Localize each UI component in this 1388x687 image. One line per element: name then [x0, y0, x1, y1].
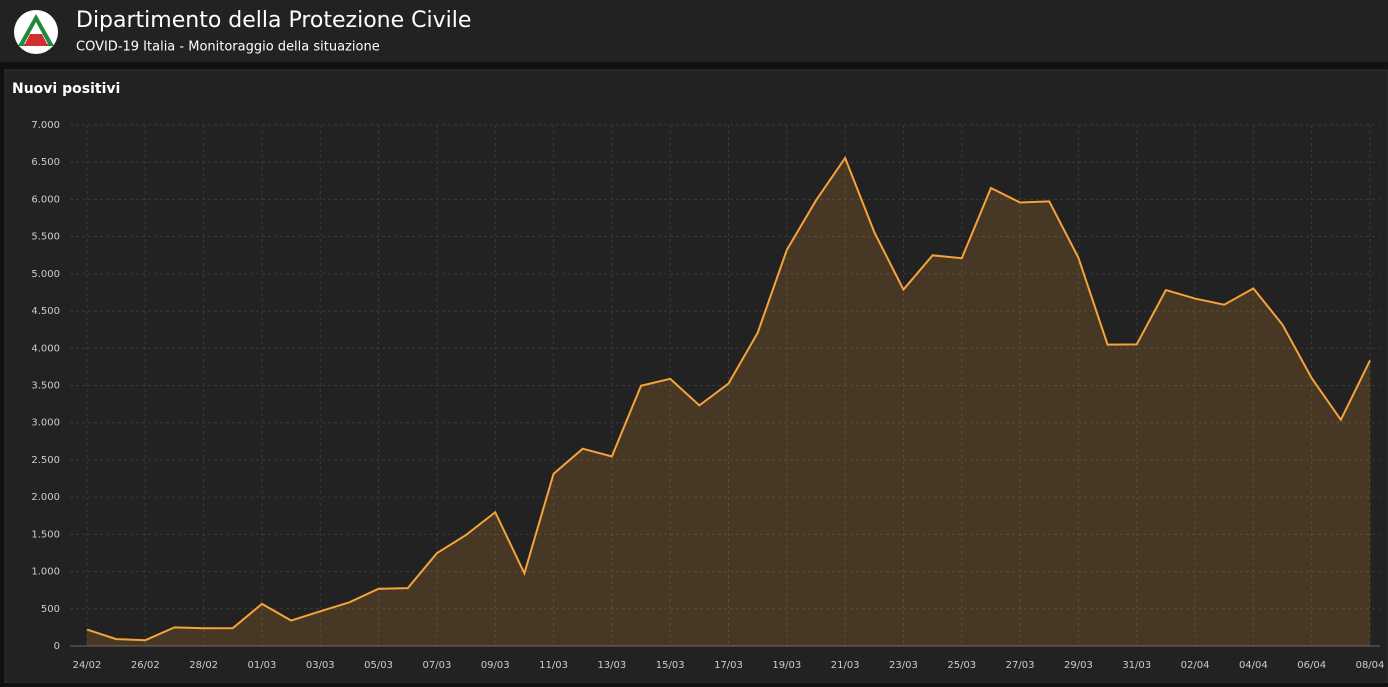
- y-tick-label: 7.000: [31, 120, 60, 131]
- x-tick-label: 04/04: [1239, 660, 1268, 671]
- x-tick-label: 25/03: [947, 660, 976, 671]
- y-tick-label: 2.500: [31, 455, 60, 466]
- y-tick-label: 3.000: [31, 418, 60, 429]
- y-tick-label: 5.500: [31, 232, 60, 243]
- header-subtitle: COVID-19 Italia - Monitoraggio della sit…: [76, 40, 380, 55]
- x-tick-label: 27/03: [1006, 660, 1035, 671]
- x-tick-label: 17/03: [714, 660, 743, 671]
- x-tick-label: 26/02: [131, 660, 160, 671]
- x-tick-label: 31/03: [1122, 660, 1151, 671]
- line: [86, 155, 1371, 642]
- y-tick-label: 2.000: [31, 492, 60, 503]
- chart-panel: [4, 69, 1388, 684]
- x-tick-label: 21/03: [831, 660, 860, 671]
- y-tick-label: 4.000: [31, 343, 60, 354]
- y-tick-label: 1.500: [31, 529, 60, 540]
- y-tick-label: 500: [41, 604, 60, 615]
- x-tick-label: 11/03: [539, 660, 568, 671]
- x-tick-label: 05/03: [364, 660, 393, 671]
- x-tick-label: 07/03: [422, 660, 451, 671]
- x-tick-label: 23/03: [889, 660, 918, 671]
- x-tick-label: 08/04: [1356, 660, 1385, 671]
- x-tick-label: 29/03: [1064, 660, 1093, 671]
- area: [87, 157, 1370, 646]
- x-tick-label: 06/04: [1297, 660, 1326, 671]
- x-tick-label: 28/02: [189, 660, 218, 671]
- y-tick-label: 6.500: [31, 157, 60, 168]
- chart-title: Nuovi positivi: [12, 81, 120, 97]
- x-tick-label: 15/03: [656, 660, 685, 671]
- header-bar: [0, 0, 1388, 62]
- x-tick-label: 01/03: [248, 660, 277, 671]
- y-tick-label: 4.500: [31, 306, 60, 317]
- x-tick-label: 13/03: [597, 660, 626, 671]
- y-tick-label: 3.500: [31, 381, 60, 392]
- y-tick-label: 0: [54, 641, 60, 652]
- x-tick-label: 19/03: [772, 660, 801, 671]
- x-tick-label: 03/03: [306, 660, 335, 671]
- x-tick-label: 24/02: [73, 660, 102, 671]
- logo: [14, 10, 58, 54]
- x-tick-label: 09/03: [481, 660, 510, 671]
- y-tick-label: 1.000: [31, 567, 60, 578]
- x-tick-label: 02/04: [1181, 660, 1210, 671]
- y-tick-label: 5.000: [31, 269, 60, 280]
- y-tick-label: 6.000: [31, 194, 60, 205]
- header-title: Dipartimento della Protezione Civile: [76, 8, 471, 33]
